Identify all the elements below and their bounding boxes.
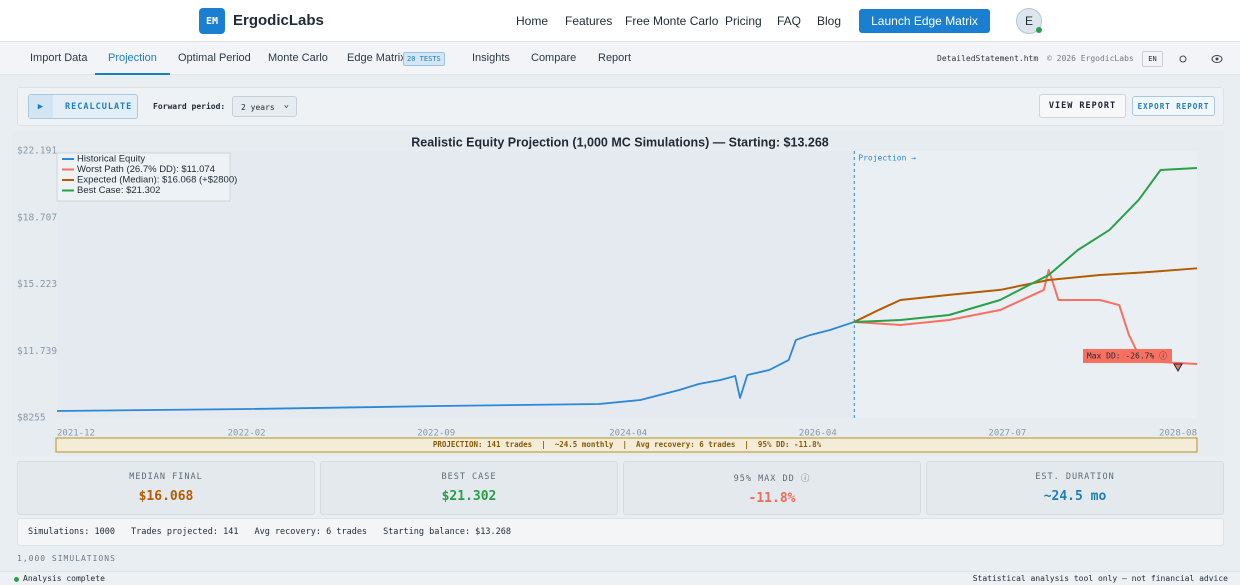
- x-tick-label: 2026-04: [799, 429, 837, 439]
- y-tick-label: $18.707: [17, 212, 57, 223]
- forward-label: Forward period:: [153, 102, 226, 111]
- max-dd-label: Max DD: -26.7% ⓘ: [1087, 351, 1167, 360]
- summary-item: Starting balance: $13.268: [383, 527, 511, 537]
- tab[interactable]: Report: [598, 52, 632, 64]
- avatar[interactable]: E: [1016, 8, 1042, 34]
- y-tick-label: $8255: [17, 413, 46, 424]
- header: EM ErgodicLabs Home Features Free Monte Ca…: [0, 0, 1240, 42]
- series-line: [854, 167, 1198, 323]
- legend-label: Best Case: $21.302: [77, 185, 160, 196]
- status-dot: [14, 577, 19, 582]
- y-tick-label: $22.191: [17, 146, 57, 157]
- play-icon: ▶: [29, 95, 53, 118]
- nav-link[interactable]: Blog: [817, 14, 842, 28]
- summary-row: Simulations: 1000 Trades projected: 141 Av…: [17, 518, 1224, 546]
- tab[interactable]: Edge Matrix 20 TESTS: [347, 42, 445, 75]
- tab[interactable]: Compare: [531, 52, 577, 64]
- status-bar: Analysis complete Statistical analysis t…: [0, 571, 1240, 585]
- stat-value: -11.8%: [748, 491, 796, 506]
- max-dd-box: [1083, 348, 1172, 363]
- recalculate-label: RECALCULATE: [65, 101, 133, 112]
- eye-icon[interactable]: [1211, 55, 1223, 63]
- max-dd-marker: [1173, 363, 1183, 372]
- x-tick-label: 2027-07: [988, 429, 1026, 439]
- stat-value: ~24.5 mo: [1043, 489, 1107, 504]
- nav-link[interactable]: Pricing: [725, 14, 762, 28]
- x-tick-label: 2028-08: [1159, 429, 1197, 439]
- export-report-button[interactable]: EXPORT REPORT: [1132, 96, 1215, 116]
- tab[interactable]: Optimal Period: [178, 52, 251, 64]
- summary-item: Trades projected: 141: [131, 527, 239, 537]
- tab-badge: 20 TESTS: [403, 52, 445, 66]
- chevron: ⌄: [283, 100, 289, 110]
- y-tick-label: $11.739: [17, 346, 57, 357]
- view-report-button[interactable]: VIEW REPORT: [1039, 94, 1126, 118]
- x-tick-label: 2021-12: [57, 429, 95, 439]
- stat-card: BEST CASE $21.302: [320, 461, 618, 515]
- stat-label: BEST CASE: [441, 472, 497, 482]
- series-line: [56, 321, 855, 412]
- x-tick-label: 2022-02: [228, 429, 266, 439]
- stat-card: MEDIAN FINAL $16.068: [17, 461, 315, 515]
- legend-label: Historical Equity: [77, 154, 145, 165]
- tab[interactable]: Insights: [472, 52, 510, 64]
- logo[interactable]: EM: [199, 8, 225, 34]
- tab[interactable]: Import Data: [30, 52, 88, 64]
- tab[interactable]: Projection: [95, 42, 170, 75]
- nav-link[interactable]: FAQ: [777, 14, 802, 28]
- projection-summary: PROJECTION: 141 trades | ~24.5 monthly |…: [433, 440, 822, 450]
- nav-link[interactable]: Home: [516, 14, 549, 28]
- brand[interactable]: ErgodicLabs: [233, 12, 324, 29]
- stat-label: 95% MAX DD ⓘ: [733, 474, 811, 484]
- disclaimer: Statistical analysis tool only — not fin…: [972, 574, 1228, 583]
- stat-value: $21.302: [441, 489, 497, 504]
- nav-link[interactable]: Features: [565, 14, 613, 28]
- nav-link[interactable]: Free Monte Carlo: [625, 14, 719, 28]
- file-name: DetailedStatement.htm: [937, 54, 1039, 63]
- stat-label: MEDIAN FINAL: [129, 472, 203, 482]
- lang-button[interactable]: EN: [1142, 51, 1163, 67]
- theme-icon[interactable]: [1179, 55, 1187, 63]
- chart-title: Realistic Equity Projection (1,000 MC Si…: [411, 135, 829, 149]
- stat-card: EST. DURATION ~24.5 mo: [926, 461, 1224, 515]
- tab-bar: DetailedStatement.htm © 2026 ErgodicLabs…: [0, 42, 1240, 75]
- forward-select[interactable]: 2 years ⌄: [232, 96, 297, 117]
- online-dot: [1036, 27, 1042, 33]
- projection-band: [55, 437, 1198, 453]
- legend-box: [56, 152, 231, 202]
- series-line: [853, 267, 1198, 323]
- copyright: © 2026 ErgodicLabs: [1047, 54, 1134, 63]
- projection-label: Projection →: [858, 154, 916, 163]
- cta-button[interactable]: Launch Edge Matrix: [859, 9, 990, 33]
- summary-item: Simulations: 1000: [28, 527, 115, 537]
- icons: [1179, 55, 1223, 63]
- stat-label: EST. DURATION: [1035, 472, 1115, 482]
- eye-pupil: [1215, 57, 1219, 61]
- x-tick-label: 2022-09: [417, 429, 455, 439]
- stat-value: $16.068: [138, 489, 194, 504]
- stat-card: 95% MAX DD ⓘ -11.8%: [623, 461, 921, 515]
- legend-label: Expected (Median): $16.068 (+$2800): [77, 175, 237, 186]
- forward-value: 2 years: [241, 103, 275, 112]
- x-tick-label: 2024-04: [609, 429, 647, 439]
- recalculate-button[interactable]: ▶ RECALCULATE: [28, 94, 138, 119]
- simulations-label: 1,000 SIMULATIONS: [17, 554, 116, 563]
- summary-item: Avg recovery: 6 trades: [254, 527, 368, 537]
- status-text: Analysis complete: [23, 574, 105, 583]
- toolbar: ▶ RECALCULATE Forward period: 2 years ⌄ VI…: [17, 87, 1224, 126]
- tab[interactable]: Monte Carlo: [268, 52, 328, 64]
- y-tick-label: $15.223: [17, 279, 57, 290]
- legend-label: Worst Path (26.7% DD): $11.074: [77, 164, 215, 175]
